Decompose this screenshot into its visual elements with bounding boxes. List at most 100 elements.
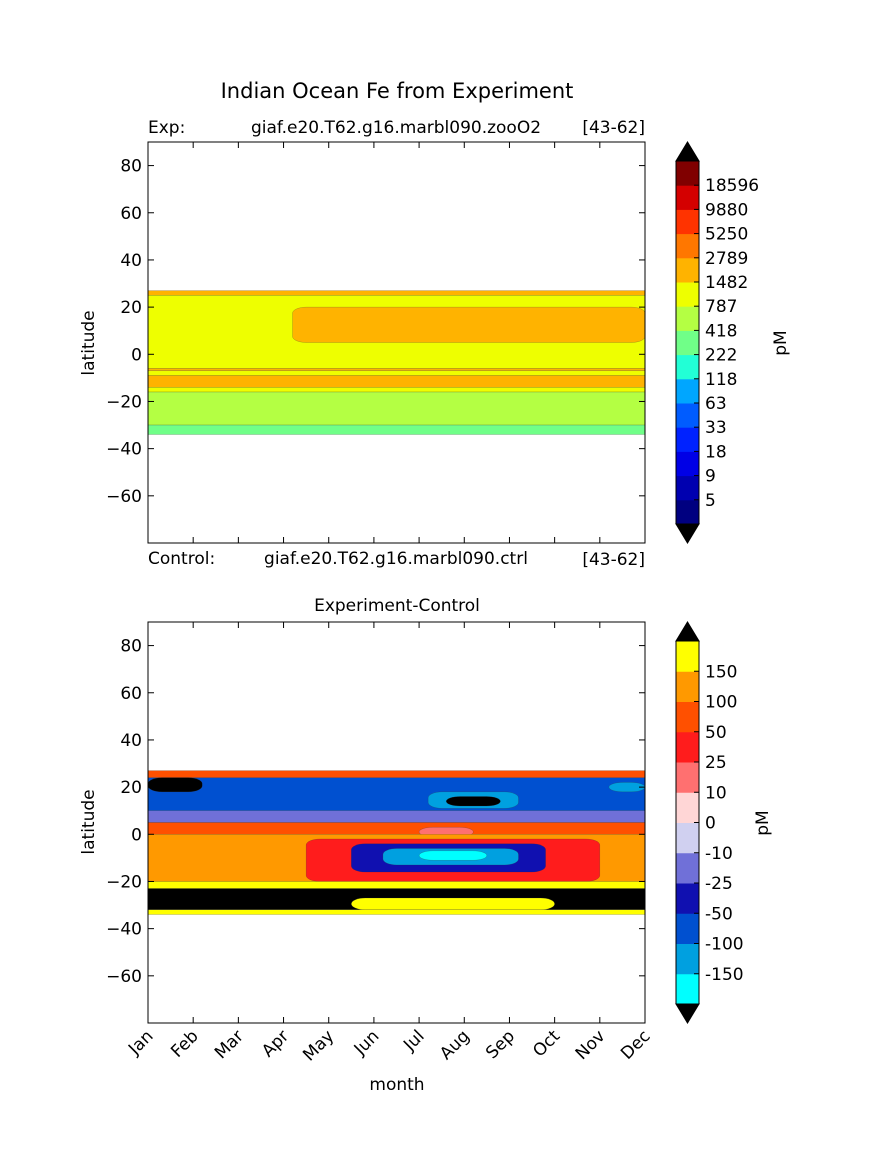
y-tick-label: −20 [106,872,142,892]
experiment-plot-area: 80 60 40 20 0 −20 −40 −60 [106,141,646,544]
x-tick-label: Dec [617,1026,654,1063]
x-tick-label: Jan [124,1026,157,1059]
y-tick-label: −20 [106,392,142,412]
difference-x-axis-label: month [369,1075,424,1095]
colorbar-segment [676,306,699,331]
colorbar-tick-label: 18 [705,442,727,462]
contour-region [147,424,646,435]
colorbar-extend-bottom [675,523,700,544]
contour-region [292,306,646,343]
colorbar-segment [676,185,699,210]
colorbar-segment [676,792,699,823]
colorbar-tick-label: -100 [705,935,744,955]
contour-region [147,387,646,393]
colorbar-segment [676,257,699,283]
colorbar-segment [676,852,699,884]
y-tick-label: −60 [106,487,142,507]
colorbar-segment [676,378,699,404]
y-tick-label: 40 [120,251,142,271]
x-tick-label: Oct [529,1026,564,1061]
difference-plot-area: 80 60 40 20 0 −20 −40 −60 Jan Feb Mar Apr May Jun Jul A… [106,621,655,1065]
colorbar-segment [676,427,699,452]
difference-colorbar-label: pM [753,810,773,835]
colorbar-segment [676,475,699,501]
contour-region [147,777,646,811]
colorbar-segment [676,233,699,259]
colorbar-tick-label: 0 [705,814,716,834]
y-tick-label: 20 [120,298,142,318]
colorbar-tick-label: 222 [705,346,737,366]
colorbar-tick-label: -25 [705,874,733,894]
colorbar-tick-label: 10 [705,783,727,803]
contour-region [147,909,646,915]
experiment-year-range: [43-62] [582,118,645,138]
y-tick-label: 60 [120,684,142,704]
y-tick-label: 80 [120,157,142,177]
experiment-colorbar: 18596 9880 5250 2789 1482 787 418 222 118 63 33 18 9… [675,141,759,544]
colorbar-tick-label: 100 [705,693,737,713]
contour-region [147,368,646,372]
y-tick-label: −60 [106,967,142,987]
contour-region [418,850,488,861]
plot-frame [147,621,646,1024]
colorbar-tick-label: 9 [705,467,716,487]
x-tick-label: Sep [482,1026,519,1063]
colorbar-tick-label: 118 [705,370,737,390]
colorbar-tick-label: -150 [705,965,744,985]
panel-difference: Control: giaf.e20.T62.g16.marbl090.ctrl … [79,549,773,1095]
plot-frame [147,141,646,544]
colorbar-tick-label: 63 [705,394,727,414]
x-tick-label: Jun [350,1026,384,1060]
y-tick-label: −40 [106,920,142,940]
x-tick-label: Jul [399,1026,428,1055]
experiment-colorbar-label: pM [771,330,791,355]
x-tick-label: Aug [436,1026,474,1064]
contour-region [351,897,555,910]
control-case-name: giaf.e20.T62.g16.marbl090.ctrl [264,549,528,569]
colorbar-segment [676,913,699,944]
colorbar-tick-label: 5250 [705,225,748,245]
colorbar-tick-label: 1482 [705,273,748,293]
colorbar-frame [675,160,700,525]
contour-region [147,810,646,823]
colorbar-tick-label: -10 [705,844,733,864]
control-year-range: [43-62] [582,550,645,570]
colorbar-segment [676,671,699,702]
colorbar-tick-label: 150 [705,662,737,682]
experiment-label: Exp: [148,118,185,138]
contour-region [147,375,646,388]
x-tick-label: Feb [167,1026,202,1061]
colorbar-segment [676,161,699,186]
y-tick-label: 0 [131,825,142,845]
contour-region [446,796,501,807]
colorbar-tick-label: 5 [705,491,716,511]
y-tick-label: 0 [131,345,142,365]
experiment-y-axis-label: latitude [79,310,99,375]
colorbar-tick-label: 9880 [705,200,748,220]
colorbar-segment [676,943,699,975]
difference-title: Experiment-Control [314,596,480,616]
x-tick-label: Mar [211,1026,248,1063]
colorbar-segment [676,731,699,763]
experiment-case-name: giaf.e20.T62.g16.marbl090.zooO2 [251,118,541,138]
y-tick-label: 60 [120,204,142,224]
contour-region [147,822,646,835]
colorbar-extend-top [675,621,700,642]
difference-y-axis-label: latitude [79,789,99,854]
contour-region [147,881,646,889]
contour-region [147,391,646,426]
y-tick-label: 80 [120,637,142,657]
colorbar-tick-label: 418 [705,321,737,341]
colorbar-segment [676,641,699,672]
figure-title: Indian Ocean Fe from Experiment [221,79,574,103]
colorbar-tick-label: 50 [705,723,727,743]
colorbar-segment [676,403,699,428]
colorbar-segment [676,282,699,307]
y-tick-label: 40 [120,731,142,751]
contour-region [147,370,646,376]
colorbar-tick-label: 2789 [705,249,748,269]
colorbar-segment [676,451,699,477]
colorbar-segment [676,330,699,356]
colorbar-tick-label: 18596 [705,176,759,196]
